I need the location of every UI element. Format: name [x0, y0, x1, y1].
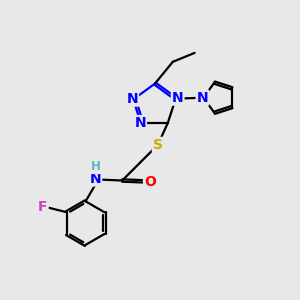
Text: N: N: [172, 91, 184, 105]
Text: N: N: [126, 92, 138, 106]
Text: N: N: [90, 172, 101, 185]
Text: S: S: [153, 138, 163, 152]
Text: F: F: [38, 200, 48, 214]
Text: O: O: [144, 175, 156, 188]
Text: N: N: [134, 116, 146, 130]
Text: H: H: [91, 160, 100, 173]
Text: N: N: [196, 91, 208, 105]
